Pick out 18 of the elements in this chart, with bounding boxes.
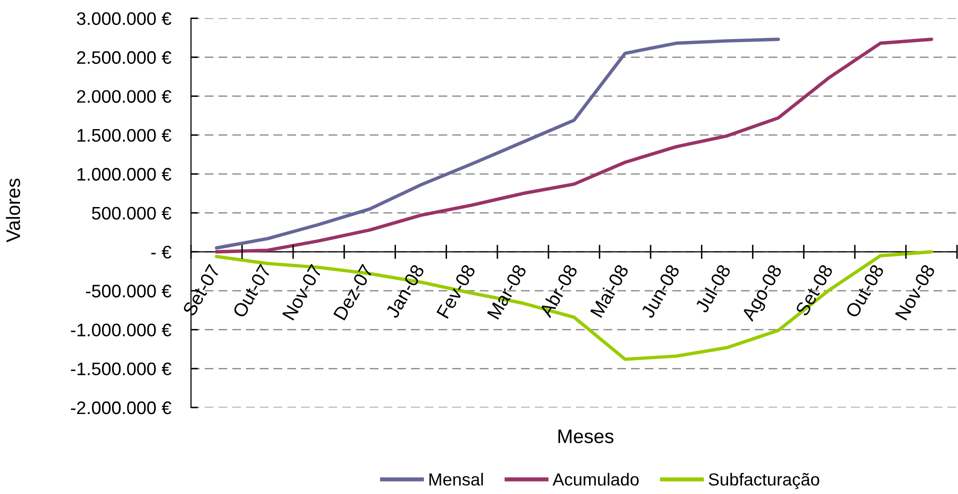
y-tick-label: 1.500.000 € <box>78 128 172 142</box>
line-series <box>214 38 780 250</box>
legend-label: Mensal <box>429 472 483 486</box>
y-tick-label: -500.000 € <box>86 284 172 298</box>
legend-label: Acumulado <box>552 472 639 486</box>
y-tick-label: 2.000.000 € <box>77 90 172 103</box>
legend-label: Subfacturação <box>708 472 820 490</box>
y-tick-label: -1.000.000 € <box>70 324 172 336</box>
y-tick-label: -2.000.000 € <box>70 401 172 414</box>
y-tick-label: 3.000.000 € <box>76 12 172 26</box>
y-tick-label: 2.500.000 € <box>77 51 172 64</box>
y-tick-label: -1.500.000 € <box>70 362 172 376</box>
y-tick-label: - € <box>151 246 172 259</box>
y-tick-label: 1.000.000 € <box>78 168 172 181</box>
y-tick-label: 500.000 € <box>92 206 172 220</box>
x-axis-title: Meses <box>558 430 614 444</box>
line-series <box>214 38 934 254</box>
y-axis-title: Valores <box>6 178 20 242</box>
